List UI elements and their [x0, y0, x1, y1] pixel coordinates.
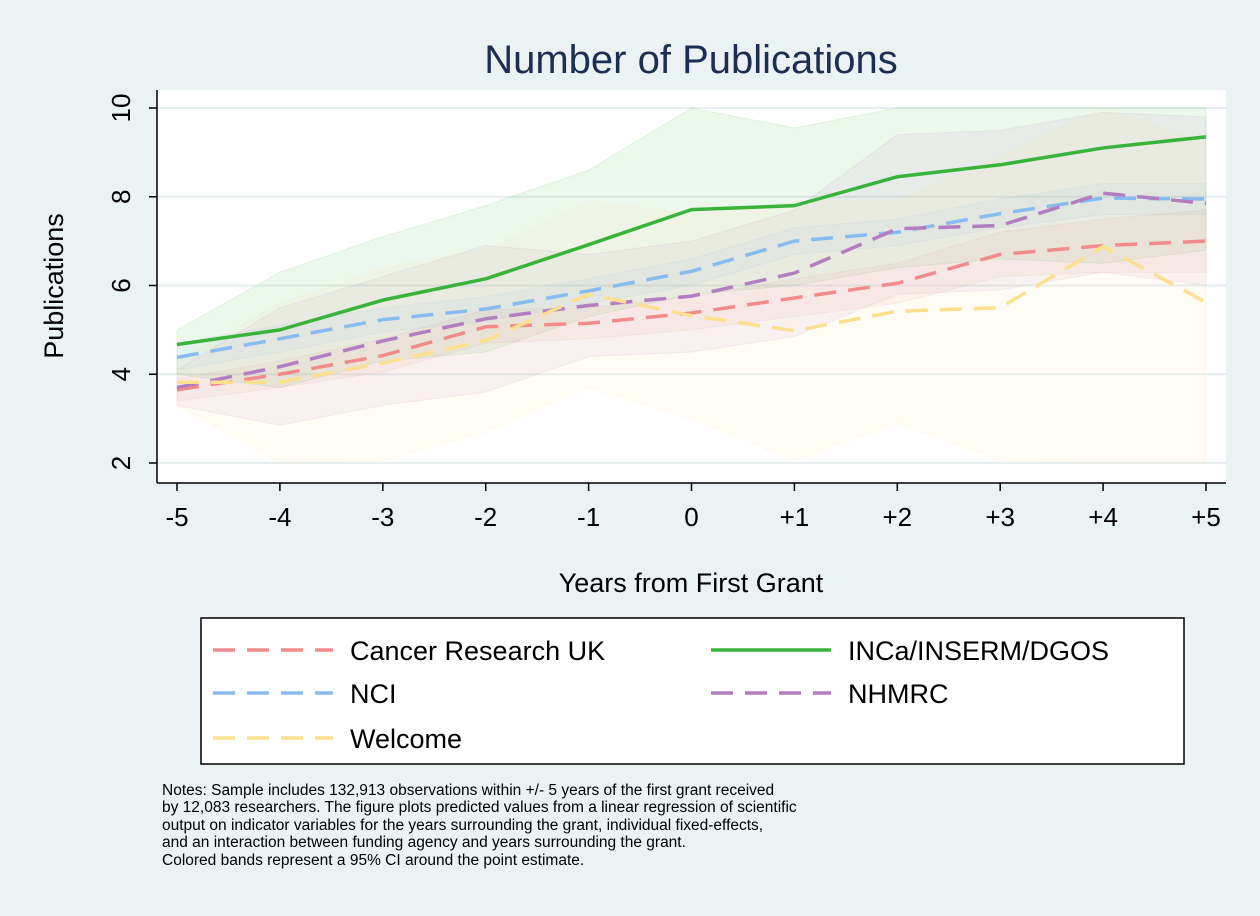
- x-axis-label: Years from First Grant: [559, 568, 824, 598]
- y-ticks: 2 4 6 8 10: [106, 94, 157, 470]
- y-tick-label: 8: [106, 190, 136, 204]
- y-tick-label: 2: [106, 456, 136, 470]
- notes-line: and an interaction between funding agenc…: [162, 834, 686, 852]
- notes-line: by 12,083 researchers. The figure plots …: [162, 799, 797, 817]
- chart-title: Number of Publications: [484, 38, 898, 82]
- ci-band: [176, 107, 1207, 389]
- notes: Notes: Sample includes 132,913 observati…: [162, 782, 1062, 869]
- x-tick-label: -1: [577, 502, 600, 532]
- x-tick-label: -5: [165, 502, 188, 532]
- notes-line: Notes: Sample includes 132,913 observati…: [162, 782, 775, 799]
- x-tick-label: -3: [371, 502, 394, 532]
- x-tick-label: +4: [1088, 502, 1118, 532]
- gridlines: [157, 107, 1226, 464]
- x-tick-label: +5: [1191, 502, 1221, 532]
- ci-band: [176, 111, 1207, 426]
- legend-box: [200, 617, 1185, 765]
- series-line: [176, 239, 1207, 392]
- y-axis-label: Publications: [39, 213, 69, 359]
- series-line: [177, 244, 1207, 384]
- legend: Cancer Research UK INCa/INSERM/DGOS NCI NHM…: [200, 617, 1185, 765]
- legend-label: NHMRC: [848, 679, 949, 709]
- series-line: [176, 196, 1207, 360]
- notes-line: output on indicator variables for the ye…: [162, 816, 764, 834]
- ci-band: [176, 107, 1207, 464]
- notes-line: Colored bands represent a 95% CI around …: [162, 851, 585, 869]
- x-tick-label: +1: [780, 502, 810, 532]
- x-ticks: -5 -4 -3 -2 -1 0 +1 +2 +3 +4 +5: [165, 483, 1221, 532]
- legend-label: Cancer Research UK: [350, 636, 605, 666]
- x-tick-label: 0: [684, 502, 698, 532]
- x-tick-label: +2: [882, 502, 912, 532]
- legend-label: Welcome: [350, 724, 462, 754]
- series-line: [176, 191, 1207, 390]
- series-lines: [176, 135, 1207, 392]
- series-line: [176, 135, 1207, 347]
- x-tick-label: -4: [268, 502, 291, 532]
- x-tick-label: +3: [985, 502, 1015, 532]
- y-tick-label: 4: [106, 367, 136, 381]
- y-tick-label: 6: [106, 278, 136, 292]
- y-tick-label: 10: [106, 94, 136, 123]
- legend-label: NCI: [350, 679, 397, 709]
- legend-label: INCa/INSERM/DGOS: [848, 636, 1109, 666]
- x-tick-label: -2: [474, 502, 497, 532]
